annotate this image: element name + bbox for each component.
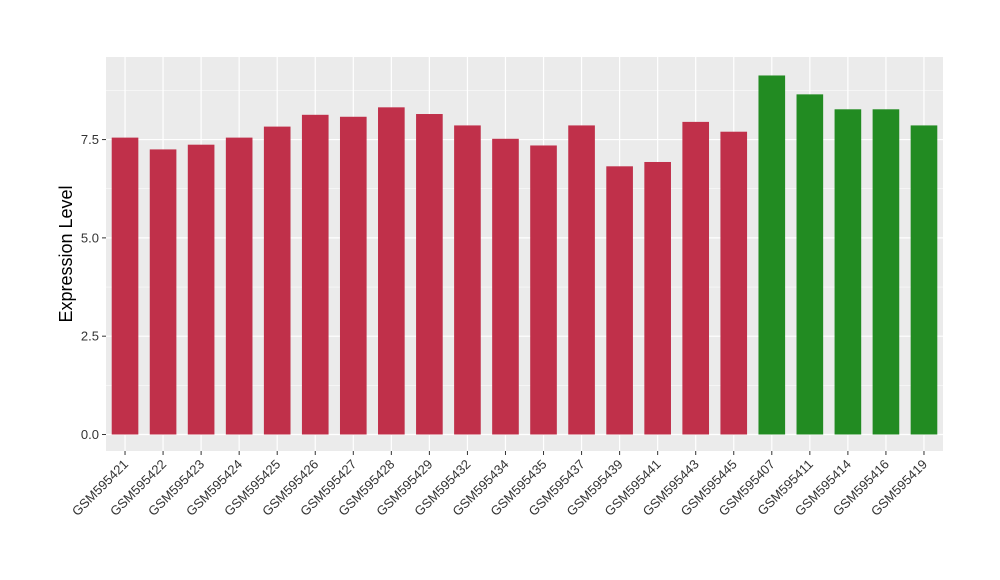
bar — [149, 149, 177, 435]
bars — [111, 75, 938, 435]
bar — [263, 126, 291, 435]
y-tick-label: 2.5 — [81, 329, 99, 344]
y-axis-title: Expression Level — [56, 185, 76, 322]
y-tick-label: 0.0 — [81, 427, 99, 442]
bar — [301, 114, 329, 435]
bar — [187, 144, 215, 435]
bar — [225, 137, 253, 435]
bar — [644, 161, 671, 435]
bar — [568, 125, 595, 435]
bar — [758, 75, 786, 435]
bar — [111, 137, 139, 435]
y-tick-label: 7.5 — [81, 132, 99, 147]
y-axis-ticks: 0.0 2.5 5.0 7.5 — [81, 132, 106, 442]
bar — [606, 166, 633, 435]
bar — [339, 116, 367, 435]
bar — [720, 131, 748, 435]
bar — [530, 145, 557, 435]
bar — [834, 109, 862, 435]
bar — [910, 125, 938, 435]
bar — [682, 121, 710, 435]
bar — [378, 107, 405, 435]
y-tick-label: 5.0 — [81, 230, 99, 245]
x-axis-ticks: GSM595421GSM595422GSM595423GSM595424GSM5… — [69, 451, 930, 519]
bar — [416, 114, 443, 435]
bar — [796, 94, 824, 435]
bar — [492, 138, 519, 435]
bar — [872, 109, 900, 435]
bar — [454, 125, 481, 435]
